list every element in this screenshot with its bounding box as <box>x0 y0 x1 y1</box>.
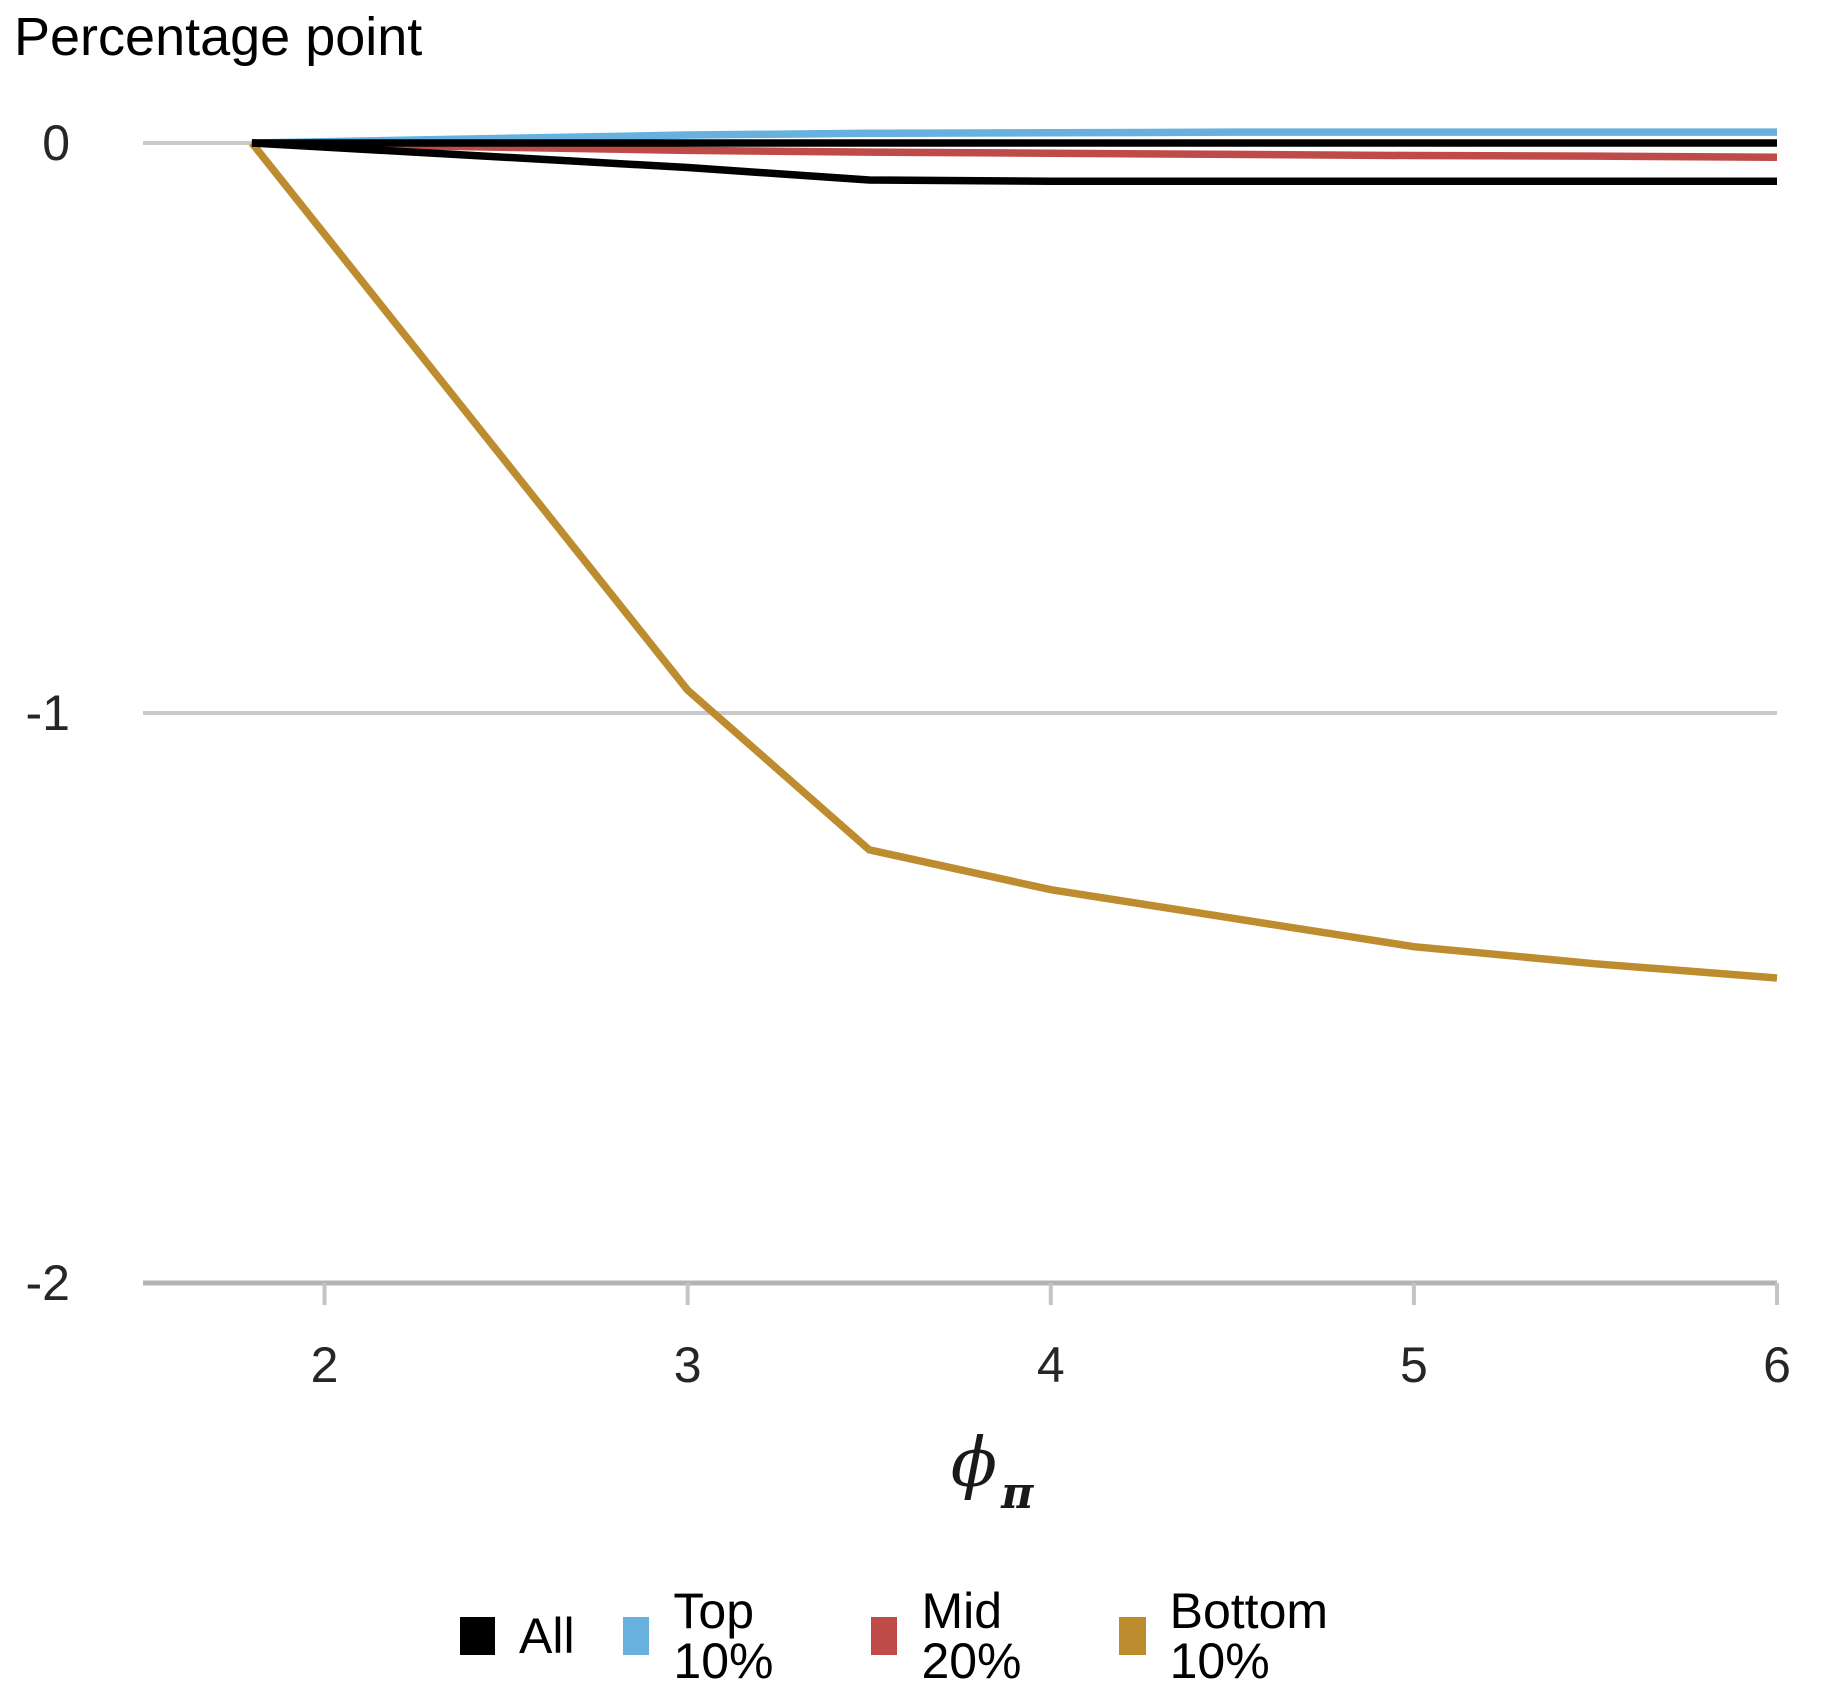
legend: All Top 10% Mid 20% Bottom 10% <box>460 1586 1380 1686</box>
series-line-bottom-10- <box>248 140 1778 982</box>
y-tick-label--2: -2 <box>25 1255 70 1311</box>
legend-swatch-all <box>460 1617 495 1655</box>
x-tick-label-2: 2 <box>310 1337 339 1393</box>
series-line-top-10- <box>251 128 1777 147</box>
series-line-all <box>251 139 1777 185</box>
series-line-mid-20- <box>251 139 1778 161</box>
x-tick-label-3: 3 <box>673 1337 702 1393</box>
y-tick-label--1: -1 <box>25 685 70 741</box>
legend-label-all: All <box>519 1608 575 1664</box>
legend-label-bottom10: Bottom 10% <box>1169 1583 1329 1689</box>
legend-label-mid20: Mid 20% <box>921 1583 1022 1689</box>
legend-label-top10: Top 10% <box>673 1583 774 1689</box>
y-tick-label-0: 0 <box>42 115 70 171</box>
x-tick-label-6: 6 <box>1763 1337 1791 1393</box>
pi-subscript: π <box>1001 1468 1034 1519</box>
legend-item-all: All <box>460 1611 575 1661</box>
y-axis-title: Percentage point <box>14 7 423 67</box>
legend-swatch-top10 <box>622 1617 650 1655</box>
phi-symbol: ϕ <box>950 1424 998 1503</box>
legend-item-mid20: Mid 20% <box>870 1583 1071 1689</box>
x-tick-label-5: 5 <box>1399 1337 1428 1393</box>
legend-swatch-mid20 <box>870 1617 898 1655</box>
legend-item-bottom10: Bottom 10% <box>1118 1583 1380 1689</box>
legend-swatch-bottom10 <box>1118 1617 1146 1655</box>
legend-item-top10: Top 10% <box>622 1583 823 1689</box>
x-tick-label-4: 4 <box>1036 1337 1065 1393</box>
x-axis-title: ϕπ <box>950 1424 1034 1519</box>
